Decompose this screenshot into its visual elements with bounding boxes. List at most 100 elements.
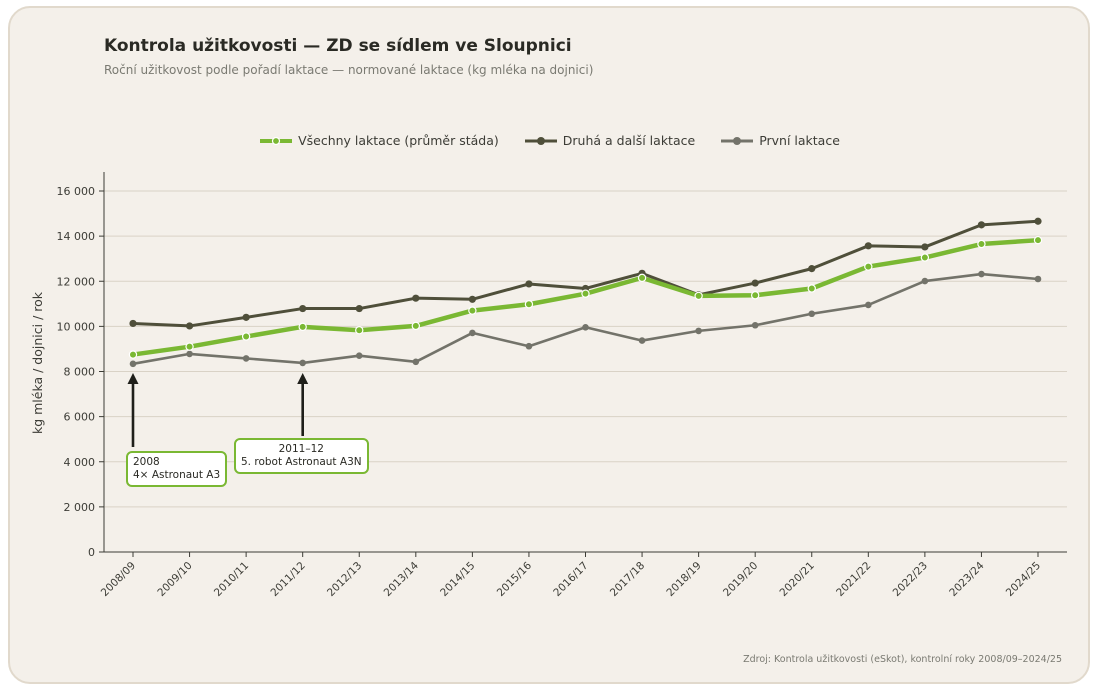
annotation-2008-line-1: 2008 [133, 456, 160, 468]
data-point-second-plus-lactations[interactable] [242, 313, 250, 321]
data-point-all-lactations[interactable] [468, 306, 477, 315]
data-point-first-lactation[interactable] [695, 327, 702, 335]
legend-label-first-lactation: První laktace [759, 133, 840, 148]
legend-label-all-lactations: Všechny laktace (průměr stáda) [298, 133, 499, 148]
series-all-lactations [128, 235, 1043, 359]
data-point-all-lactations[interactable] [524, 300, 534, 309]
data-point-all-lactations[interactable] [1033, 235, 1043, 245]
y-tick-label: 12 000 [57, 275, 96, 288]
data-point-all-lactations[interactable] [977, 239, 986, 249]
data-point-second-plus-lactations[interactable] [977, 221, 986, 229]
x-tick-label: 2024/25 [1004, 560, 1043, 599]
data-point-second-plus-lactations[interactable] [525, 280, 533, 288]
y-axis-label: kg mléka / dojnici / rok [30, 291, 45, 434]
data-point-first-lactation[interactable] [808, 310, 816, 318]
x-tick-label: 2014/15 [438, 560, 477, 599]
data-point-all-lactations[interactable] [128, 350, 138, 359]
data-point-all-lactations[interactable] [185, 342, 194, 351]
annotation-arrow-head [127, 373, 139, 384]
x-tick-label: 2021/22 [834, 560, 873, 599]
legend-swatch-second-plus-lactations [524, 136, 557, 145]
x-tick-label: 2019/20 [721, 560, 760, 599]
data-point-all-lactations[interactable] [241, 332, 251, 341]
data-point-all-lactations[interactable] [750, 291, 760, 300]
legend-item-first-lactation[interactable]: První laktace [721, 133, 840, 148]
y-tick-label: 0 [88, 546, 95, 559]
chart-title: Kontrola užitkovosti — ZD se sídlem ve S… [104, 36, 572, 56]
data-point-all-lactations[interactable] [411, 321, 421, 331]
series-line-second-plus-lactations [131, 219, 1040, 328]
annotation-arrows [127, 373, 309, 447]
x-tick-label: 2022/23 [891, 560, 930, 599]
data-point-second-plus-lactations[interactable] [751, 279, 759, 287]
series-second-plus-lactations [129, 217, 1042, 330]
data-point-second-plus-lactations[interactable] [468, 295, 476, 303]
data-point-all-lactations[interactable] [920, 253, 930, 262]
data-point-all-lactations[interactable] [637, 273, 647, 283]
x-tick-label: 2013/14 [382, 559, 422, 599]
y-tick-label: 2 000 [64, 501, 96, 514]
data-point-second-plus-lactations[interactable] [355, 304, 363, 313]
data-point-first-lactation[interactable] [412, 358, 420, 366]
series-lines [128, 217, 1043, 368]
data-point-first-lactation[interactable] [921, 277, 929, 285]
data-point-first-lactation[interactable] [751, 321, 759, 329]
x-tick-label: 2016/17 [551, 560, 590, 599]
data-point-second-plus-lactations[interactable] [808, 265, 816, 273]
x-tick-label: 2018/19 [664, 560, 703, 599]
data-point-first-lactation[interactable] [299, 359, 306, 367]
annotation-2011-12-line-2: 5. robot Astronaut A3N [241, 456, 362, 468]
data-point-all-lactations[interactable] [694, 291, 703, 301]
data-point-all-lactations[interactable] [298, 322, 307, 332]
annotation-box-2011-12: 2011–12 5. robot Astronaut A3N [234, 438, 369, 474]
data-point-second-plus-lactations[interactable] [299, 304, 307, 313]
x-tick-label: 2011/12 [268, 560, 307, 599]
legend-swatch-first-lactation [721, 136, 754, 145]
x-tick-label: 2017/18 [608, 560, 647, 599]
series-first-lactation [129, 270, 1042, 368]
data-point-all-lactations[interactable] [355, 326, 364, 335]
y-axis-ticks: 0 2 000 4 000 6 000 8 000 10 000 12 000 14 000 1… [57, 185, 104, 559]
source-note: Zdroj: Kontrola užitkovosti (eSkot), kon… [743, 654, 1062, 665]
data-point-second-plus-lactations[interactable] [1034, 217, 1042, 225]
data-point-first-lactation[interactable] [865, 301, 872, 309]
data-point-first-lactation[interactable] [186, 350, 193, 358]
data-point-second-plus-lactations[interactable] [412, 294, 420, 302]
x-tick-label: 2023/24 [947, 559, 987, 599]
data-point-second-plus-lactations[interactable] [921, 243, 929, 251]
y-tick-label: 16 000 [57, 185, 96, 198]
data-point-first-lactation[interactable] [582, 323, 589, 331]
x-axis-ticks: 2008/09 2009/10 2010/11 2011/12 2012/13 2013/… [99, 552, 1043, 599]
data-point-all-lactations[interactable] [581, 289, 590, 298]
legend-swatch-all-lactations [260, 136, 293, 145]
data-point-first-lactation[interactable] [638, 337, 646, 344]
x-tick-label: 2012/13 [325, 560, 364, 599]
x-tick-label: 2010/11 [212, 560, 251, 599]
x-tick-label: 2015/16 [495, 559, 535, 599]
data-point-second-plus-lactations[interactable] [129, 319, 137, 328]
data-point-first-lactation[interactable] [242, 355, 250, 362]
y-tick-label: 14 000 [57, 230, 96, 243]
annotation-2008-line-2: 4× Astronaut A3 [133, 469, 221, 481]
annotation-2011-12-line-1: 2011–12 [278, 443, 324, 455]
data-point-first-lactation[interactable] [129, 360, 137, 368]
data-point-first-lactation[interactable] [978, 270, 985, 278]
data-point-first-lactation[interactable] [355, 352, 363, 360]
legend-item-all-lactations[interactable]: Všechny laktace (průměr stáda) [260, 133, 499, 148]
x-tick-label: 2020/21 [778, 560, 817, 599]
annotation-arrow-head [297, 373, 309, 384]
legend-item-second-plus-lactations[interactable]: Druhá a další laktace [524, 133, 695, 148]
annotation-box-2008: 2008 4× Astronaut A3 [126, 451, 228, 487]
chart-legend: Všechny laktace (průměr stáda) Druhá a d… [0, 133, 1100, 148]
data-point-second-plus-lactations[interactable] [185, 322, 194, 330]
data-point-first-lactation[interactable] [1034, 275, 1042, 283]
x-tick-label: 2009/10 [155, 560, 194, 599]
data-point-first-lactation[interactable] [469, 329, 476, 337]
data-point-all-lactations[interactable] [864, 262, 873, 271]
data-point-second-plus-lactations[interactable] [864, 242, 872, 250]
data-point-all-lactations[interactable] [807, 284, 816, 293]
data-point-first-lactation[interactable] [525, 342, 533, 350]
x-tick-label: 2008/09 [99, 560, 138, 599]
chart-subtitle: Roční užitkovost podle pořadí laktace — … [104, 63, 594, 77]
